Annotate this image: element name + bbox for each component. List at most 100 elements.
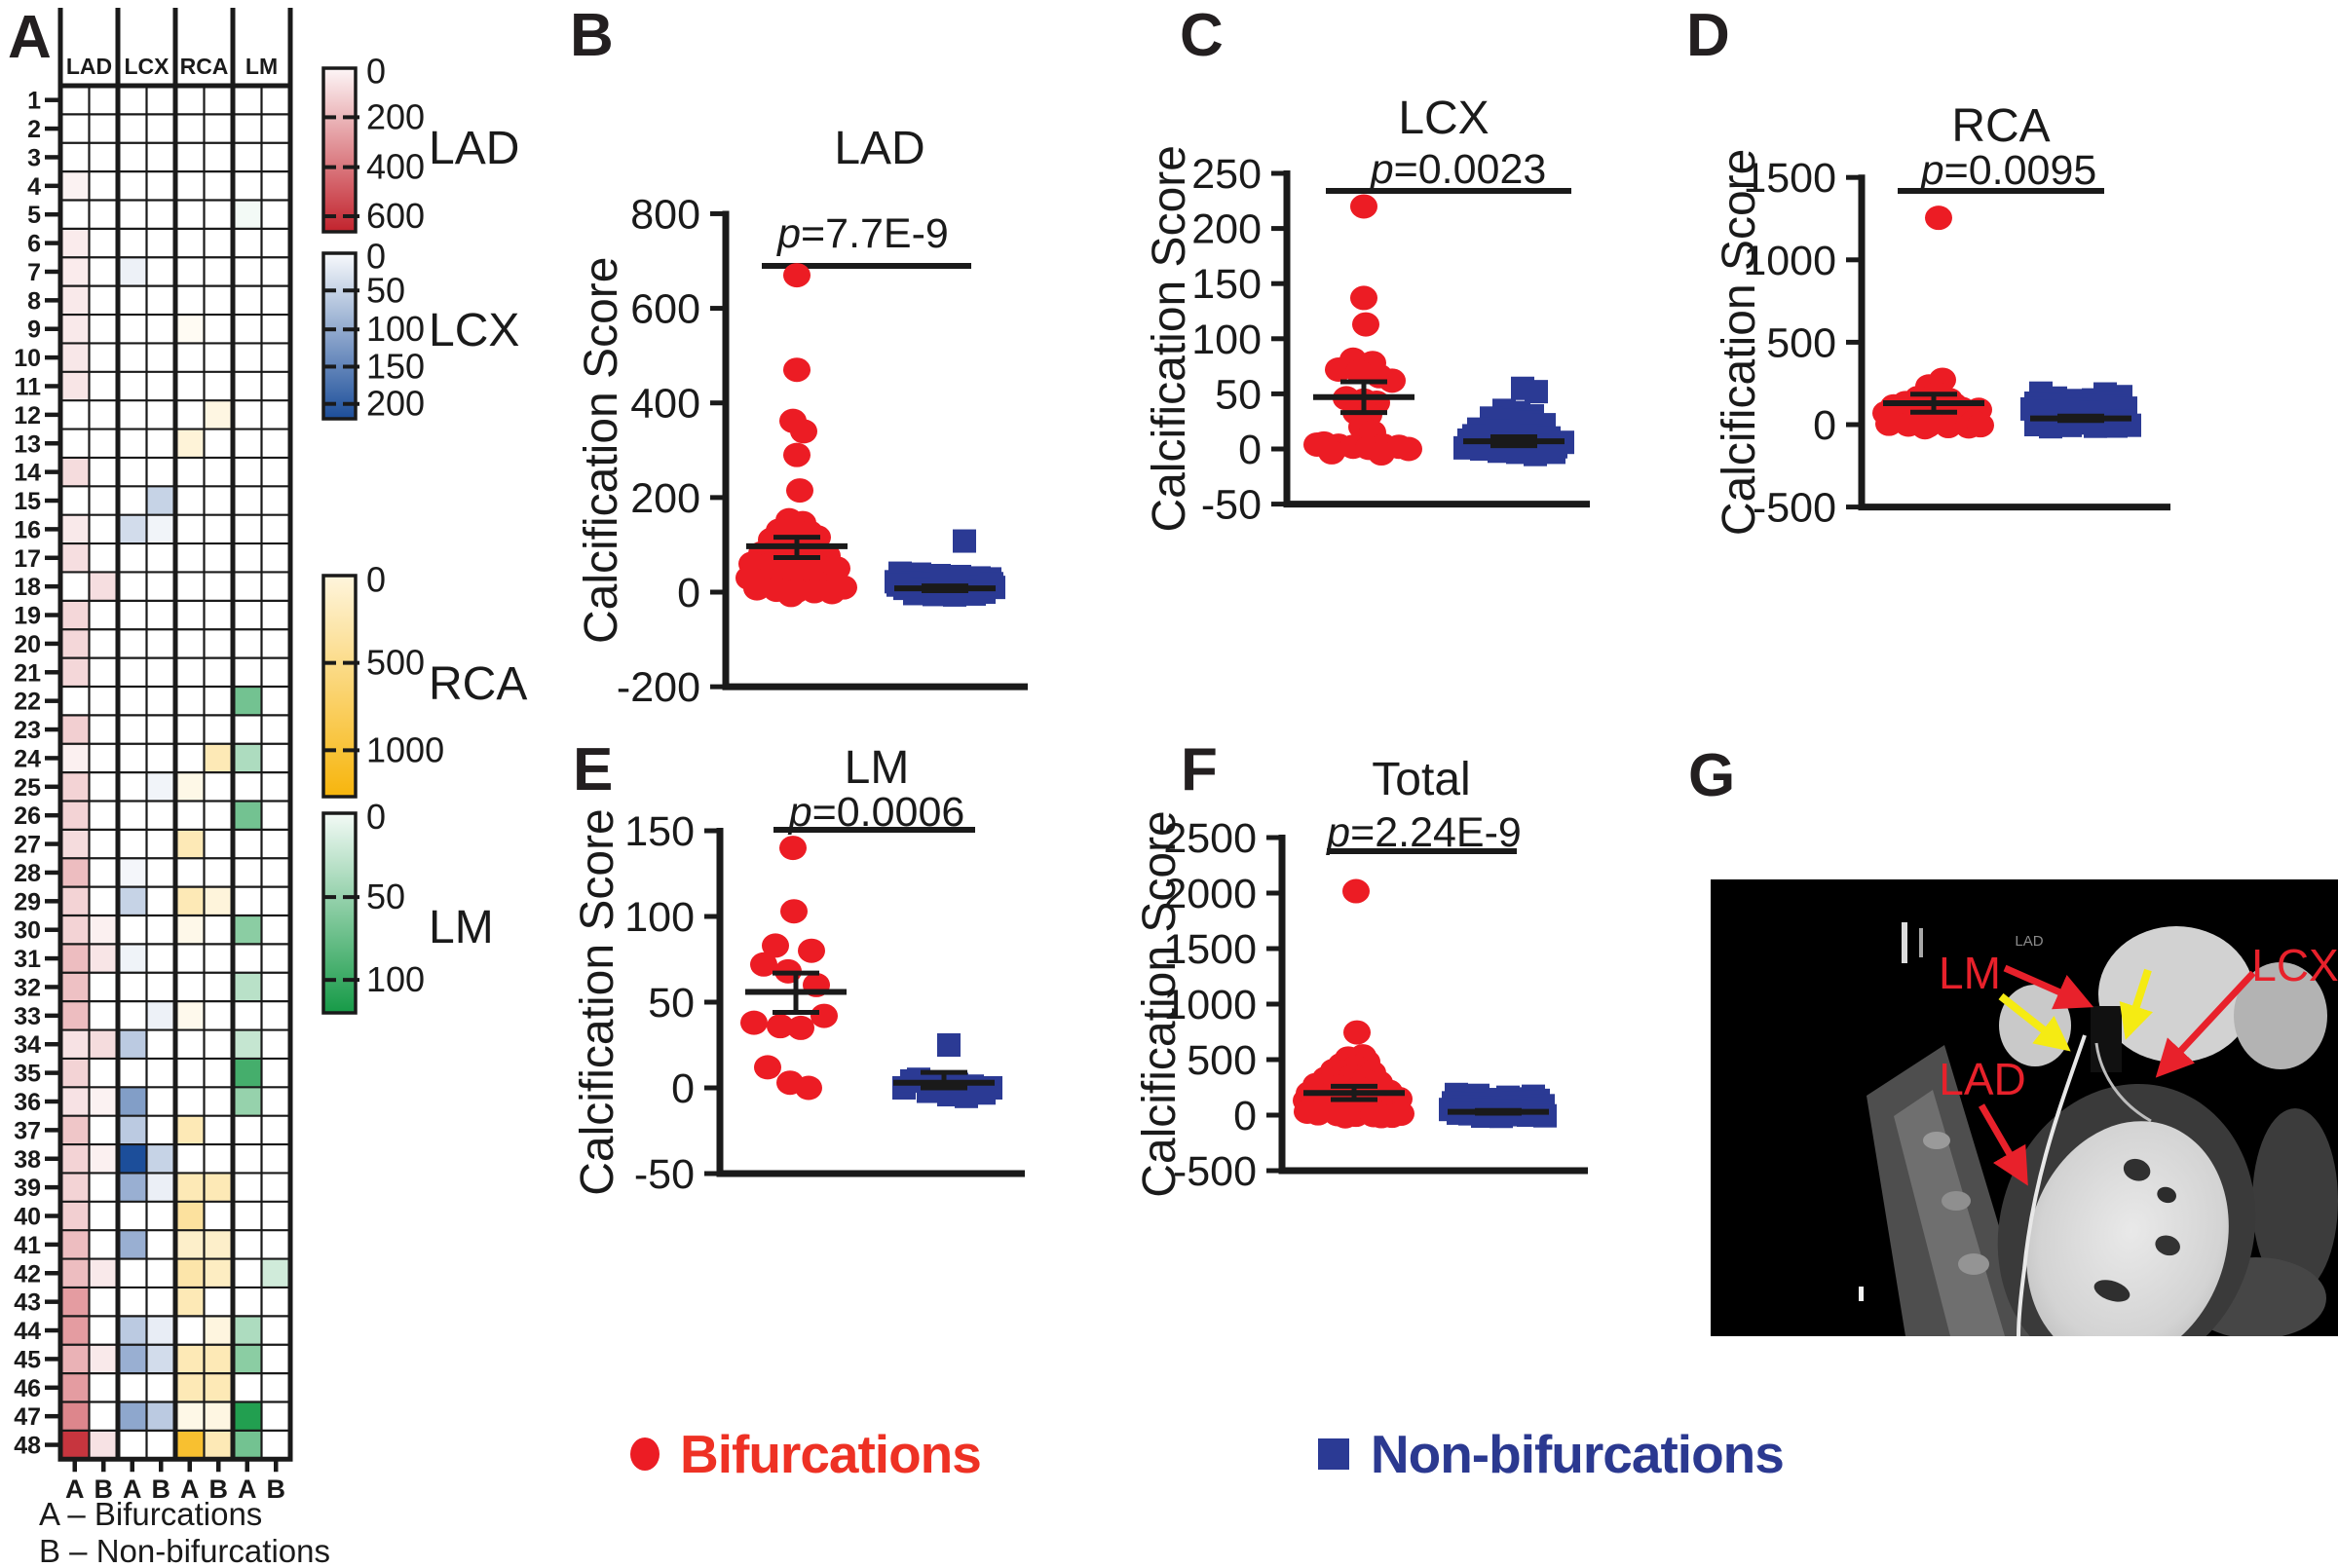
heatmap-row-label: 18 xyxy=(14,574,41,601)
y-tick-label: 500 xyxy=(1187,1037,1257,1084)
red-series xyxy=(1293,878,1414,1129)
y-axis-title: Calcification Score xyxy=(1134,810,1186,1198)
scatter-point-red xyxy=(1303,431,1331,457)
heatmap-row-label: 37 xyxy=(14,1117,41,1144)
heatmap-cell xyxy=(146,1001,175,1030)
y-tick-label: 50 xyxy=(648,980,695,1027)
heatmap-cell xyxy=(175,1430,205,1460)
heatmap-row-label: 33 xyxy=(14,1003,41,1030)
red-series xyxy=(735,263,857,608)
heatmap-cell xyxy=(89,572,118,601)
scatter-point-red xyxy=(1935,414,1962,439)
heatmap-row-label: 15 xyxy=(14,488,41,515)
heatmap-column-group-label: RCA xyxy=(180,54,229,79)
heatmap-cell xyxy=(175,1287,205,1317)
heatmap-cell xyxy=(146,486,175,515)
y-tick-label: 1500 xyxy=(1743,155,1836,202)
ct-marker-dash xyxy=(1859,1287,1864,1301)
y-tick-label: 150 xyxy=(1191,261,1262,308)
red-series xyxy=(740,836,847,1101)
heatmap-cell xyxy=(60,657,90,687)
heatmap-col-ab-label: B xyxy=(209,1475,229,1504)
heatmap-cell xyxy=(118,514,147,544)
y-tick-label: -500 xyxy=(1173,1148,1257,1195)
scatter-point-red xyxy=(1911,415,1939,440)
p-value-label: p=7.7E-9 xyxy=(775,210,949,257)
heatmap-row-label: 1 xyxy=(27,88,41,115)
y-tick-label: 500 xyxy=(1766,319,1836,366)
heatmap-cell xyxy=(89,1144,118,1174)
heatmap-column-group-label: LAD xyxy=(66,54,112,79)
scatter-point-red xyxy=(783,357,811,383)
blue-series xyxy=(1439,1082,1557,1129)
lad-label: LAD xyxy=(1939,1054,2025,1104)
ct-overlay-small-label: LAD xyxy=(2015,933,2043,950)
heatmap-row-label: 14 xyxy=(14,460,41,487)
heatmap-row-label: 27 xyxy=(14,832,41,859)
heatmap-row-label: 21 xyxy=(14,659,41,687)
heatmap-cell xyxy=(60,1087,90,1116)
heatmap-cell xyxy=(60,600,90,630)
heatmap-cell xyxy=(261,1258,290,1288)
heatmap-cell xyxy=(204,1344,233,1374)
yellow-arrow-right xyxy=(2119,968,2153,1040)
scatter-point-red xyxy=(1343,1020,1371,1045)
lm-label: LM xyxy=(1939,948,2001,998)
ct-image: LAD LM LCX LAD xyxy=(1711,879,2338,1336)
ct-dark-gap xyxy=(2091,1006,2122,1072)
color-scale-tick-label: 50 xyxy=(366,877,405,916)
heatmap-row-label: 26 xyxy=(14,803,41,830)
ct-lcx-vessel xyxy=(2094,1042,2152,1123)
color-scale-tick-label: 200 xyxy=(366,384,425,424)
heatmap-cell xyxy=(118,1173,147,1202)
scatter-point-red xyxy=(798,938,825,963)
heatmap-cell xyxy=(118,944,147,973)
heatmap-row-label: 28 xyxy=(14,860,41,887)
scatter-point-red xyxy=(1350,285,1377,311)
ct-rib xyxy=(1942,1191,1971,1211)
panel-f-letter: F xyxy=(1181,736,1218,803)
y-tick-label: -200 xyxy=(617,664,700,711)
heatmap-cell xyxy=(60,1173,90,1202)
heatmap-cell xyxy=(118,1316,147,1345)
heatmap-cell xyxy=(60,1373,90,1402)
color-scale-tick-label: 100 xyxy=(366,309,425,349)
heatmap-cell xyxy=(60,715,90,744)
heatmap-row-label: 39 xyxy=(14,1175,41,1202)
non-bifurcations-marker-icon xyxy=(1317,1438,1349,1470)
heatmap-cell xyxy=(146,1344,175,1374)
heatmap-col-ab-label: B xyxy=(152,1475,171,1504)
heatmap-cell xyxy=(118,1087,147,1116)
heatmap-cell xyxy=(146,772,175,802)
y-axis-title: Calcification Score xyxy=(1714,149,1765,537)
p-value-label: p=0.0095 xyxy=(1919,147,2097,194)
heatmap-cell xyxy=(60,1258,90,1288)
heatmap-cell xyxy=(146,1316,175,1345)
ct-streak xyxy=(1902,922,1907,963)
color-scale-tick-label: 100 xyxy=(366,959,425,999)
scatter-point-blue xyxy=(980,572,1003,596)
heatmap-row-label: 20 xyxy=(14,631,41,658)
heatmap-cell xyxy=(233,1344,262,1374)
heatmap-row-label: 44 xyxy=(14,1318,41,1345)
heatmap-cell xyxy=(233,1029,262,1059)
heatmap-cell xyxy=(118,1115,147,1145)
heatmap-cell xyxy=(60,1401,90,1431)
heatmap-row-label: 30 xyxy=(14,917,41,945)
scatter-point-red xyxy=(795,1075,822,1101)
scatter-point-red xyxy=(767,1014,794,1039)
heatmap-row-label: 38 xyxy=(14,1146,41,1174)
heatmap-cell xyxy=(60,257,90,286)
heatmap-cell xyxy=(60,629,90,658)
color-scale-tick-label: 50 xyxy=(366,270,405,310)
scatter-point-red xyxy=(830,575,857,600)
heatmap-cell xyxy=(118,1344,147,1374)
scatter-point-red xyxy=(779,836,807,861)
heatmap-row-label: 16 xyxy=(14,516,41,543)
heatmap-cell xyxy=(204,1430,233,1460)
heatmap-col-ab-label: B xyxy=(267,1475,286,1504)
heatmap-row-label: 13 xyxy=(14,430,41,458)
heatmap-cell xyxy=(89,915,118,945)
heatmap-cell xyxy=(60,1230,90,1259)
scatter-point-red xyxy=(1342,878,1370,904)
